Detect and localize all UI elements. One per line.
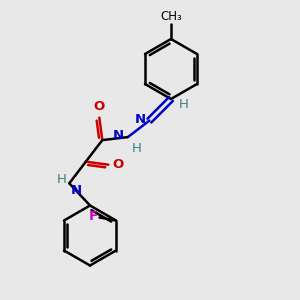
Text: N: N	[71, 184, 82, 197]
Text: O: O	[112, 158, 124, 171]
Text: N: N	[113, 129, 124, 142]
Text: CH₃: CH₃	[160, 11, 182, 23]
Text: H: H	[57, 173, 67, 186]
Text: F: F	[88, 210, 98, 224]
Text: H: H	[131, 142, 141, 154]
Text: H: H	[178, 98, 188, 111]
Text: N: N	[135, 112, 146, 126]
Text: O: O	[93, 100, 104, 113]
